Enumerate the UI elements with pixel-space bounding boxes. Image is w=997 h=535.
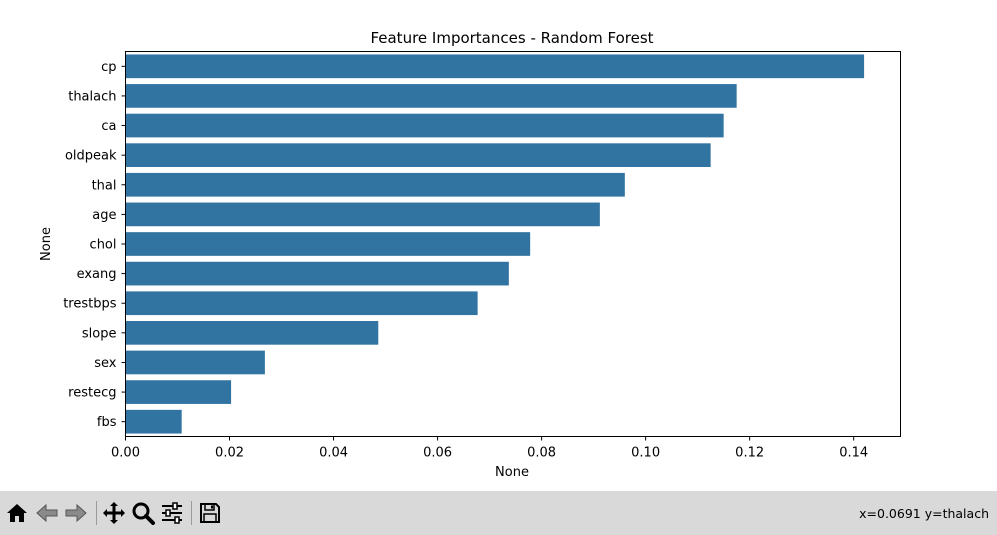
y-tick-label-restecg: restecg [68, 386, 116, 401]
y-tick-label-age: age [92, 208, 116, 223]
forward-arrow-icon [65, 503, 87, 523]
x-tick-label: 0.10 [631, 446, 660, 461]
bar-trestbps [125, 291, 478, 316]
sliders-icon [162, 502, 182, 524]
figure-canvas[interactable]: Feature Importances - Random Forest cp th… [0, 0, 997, 491]
y-tick-label-chol: chol [90, 238, 117, 253]
bars [125, 54, 865, 434]
home-icon [7, 504, 27, 522]
x-tick-label: 0.04 [319, 446, 348, 461]
x-tick-label: 0.02 [215, 446, 244, 461]
x-tick-label: 0.06 [423, 446, 452, 461]
y-tick-label-thalach: thalach [68, 89, 116, 104]
bar-thal [125, 172, 625, 197]
back-button[interactable] [35, 501, 59, 525]
bar-sex [125, 350, 265, 375]
back-arrow-icon [36, 503, 58, 523]
bar-thalach [125, 84, 737, 108]
x-tick-label: 0.14 [839, 446, 868, 461]
bar-cp [125, 54, 865, 79]
forward-button[interactable] [64, 501, 88, 525]
x-tick-label: 0.08 [527, 446, 556, 461]
magnifier-icon [132, 502, 155, 525]
y-tick-label-fbs: fbs [97, 415, 117, 430]
x-tick-labels: 0.00 0.02 0.04 0.06 0.08 0.10 0.12 0.14 [111, 436, 868, 461]
navigation-toolbar: x=0.0691 y=thalach [0, 491, 997, 535]
y-tick-label-exang: exang [77, 267, 117, 282]
x-tick-label: 0.12 [735, 446, 764, 461]
bar-chol [125, 232, 531, 256]
y-axis-label: None [39, 227, 54, 261]
pan-button[interactable] [102, 501, 126, 525]
y-tick-label-sex: sex [94, 356, 117, 371]
cursor-coordinates: x=0.0691 y=thalach [859, 506, 989, 521]
y-tick-label-trestbps: trestbps [63, 297, 117, 312]
chart-title: Feature Importances - Random Forest [370, 29, 653, 47]
toolbar-separator [191, 501, 192, 525]
save-button[interactable] [198, 501, 222, 525]
zoom-button[interactable] [131, 501, 155, 525]
y-tick-label-cp: cp [101, 60, 116, 75]
bar-age [125, 202, 600, 227]
bar-fbs [125, 409, 182, 434]
floppy-disk-icon [200, 503, 220, 523]
home-button[interactable] [5, 501, 29, 525]
bar-oldpeak [125, 143, 711, 167]
x-axis-label: None [495, 465, 529, 480]
configure-subplots-button[interactable] [160, 501, 184, 525]
y-tick-label-slope: slope [82, 326, 117, 341]
bar-ca [125, 113, 724, 138]
y-tick-label-thal: thal [92, 178, 117, 193]
move-icon [103, 502, 125, 524]
y-tick-label-oldpeak: oldpeak [65, 149, 117, 164]
axes-frame [125, 51, 901, 437]
bar-slope [125, 321, 379, 345]
bar-restecg [125, 380, 232, 404]
bar-exang [125, 261, 509, 286]
y-tick-labels: cp thalach ca oldpeak thal age chol exang trestb… [63, 60, 126, 430]
toolbar-separator [96, 501, 97, 525]
chart: Feature Importances - Random Forest cp th… [39, 29, 901, 480]
x-tick-label: 0.00 [111, 446, 140, 461]
y-tick-label-ca: ca [101, 119, 116, 134]
